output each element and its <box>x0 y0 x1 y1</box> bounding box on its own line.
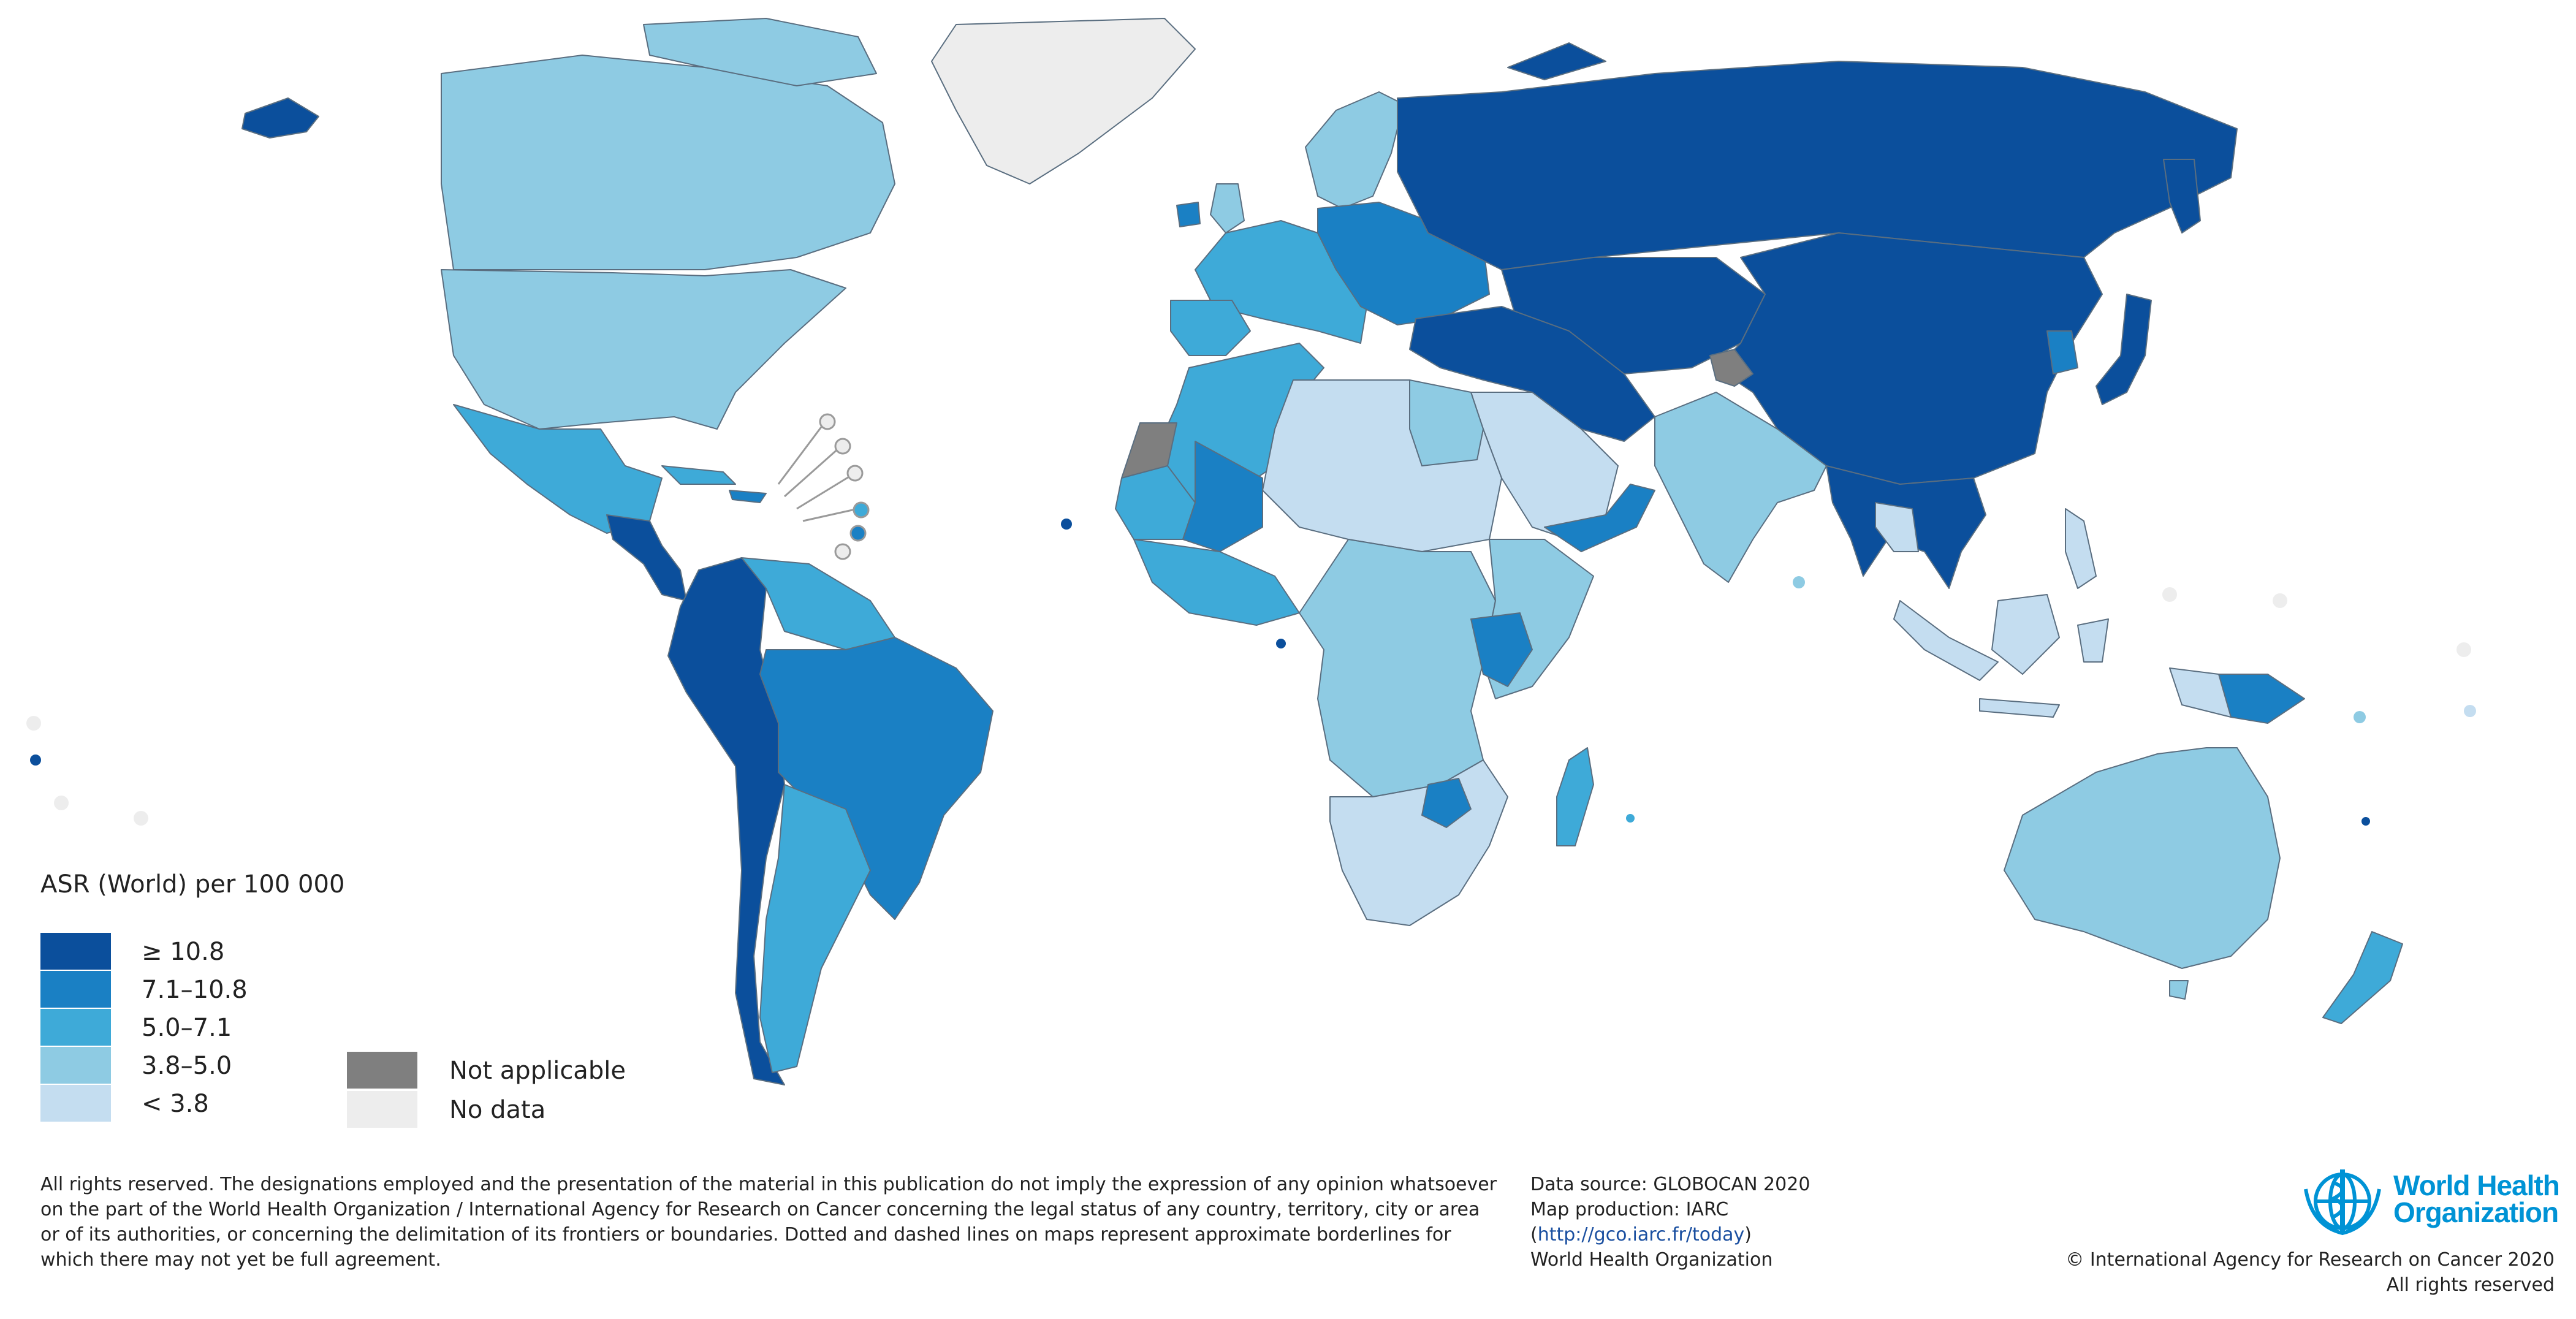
island-hawaii <box>30 755 41 766</box>
source-org: World Health Organization <box>1530 1249 1773 1271</box>
caribbean-callouts <box>777 413 870 560</box>
region-madagascar <box>1556 747 1594 846</box>
island-solomon <box>2361 817 2370 826</box>
copyright-line1: © International Agency for Research on C… <box>2065 1249 2555 1271</box>
legend-label-class-3: 5.0–7.1 <box>142 1014 232 1042</box>
who-logo-line2: Organization <box>2393 1196 2559 1228</box>
legend-swatch-class-5 <box>40 1085 111 1122</box>
copyright-block: © International Agency for Research on C… <box>2065 1247 2555 1298</box>
map-production: Map production: IARC <box>1530 1199 1729 1220</box>
region-scandinavia <box>1305 91 1404 209</box>
island-pacific-5 <box>134 811 148 826</box>
region-greenland <box>931 18 1196 184</box>
source-url-link[interactable]: http://gco.iarc.fr/today <box>1537 1224 1745 1245</box>
island-pacific-6 <box>26 716 41 731</box>
region-australia <box>2004 747 2281 969</box>
island-sri-lanka <box>1793 576 1805 588</box>
region-sulawesi <box>2077 618 2109 663</box>
who-logo-text: World Health Organization <box>2393 1169 2560 1228</box>
region-ireland <box>1176 202 1201 227</box>
region-kenya <box>1470 612 1533 687</box>
who-emblem-icon <box>2304 1169 2381 1236</box>
legend-label-class-2: 7.1–10.8 <box>142 976 248 1004</box>
region-java <box>1979 698 2060 718</box>
region-canada <box>441 55 895 270</box>
region-uk <box>1210 183 1245 234</box>
source-url-line: (http://gco.iarc.fr/today) <box>1530 1224 1752 1245</box>
legend-label-class-1: ≥ 10.8 <box>142 938 225 966</box>
region-indonesia <box>1893 600 1999 681</box>
island-fiji <box>2464 705 2476 717</box>
legend-label-no-data: No data <box>449 1096 546 1124</box>
region-india <box>1654 392 1827 583</box>
region-west-africa <box>1133 539 1300 626</box>
island-pacific-3 <box>2273 593 2287 608</box>
island-pacific-2 <box>2456 642 2471 657</box>
region-egypt <box>1409 379 1484 466</box>
legend-swatch-class-1 <box>40 933 111 970</box>
source-block: Data source: GLOBOCAN 2020 Map productio… <box>1530 1172 1810 1272</box>
region-borneo <box>1991 594 2060 675</box>
legend-swatch-class-4 <box>40 1047 111 1084</box>
region-oman-yemen <box>1544 484 1655 552</box>
region-philippines <box>2065 508 2097 589</box>
region-caribbean-east <box>729 490 767 503</box>
disclaimer-text: All rights reserved. The designations em… <box>40 1174 1497 1271</box>
island-cape-verde <box>1061 519 1072 530</box>
region-new-zealand <box>2322 931 2403 1024</box>
region-tasmania <box>2169 980 2189 1000</box>
island-pacific-4 <box>54 796 69 810</box>
island-sao-tome <box>1276 639 1286 648</box>
region-russia-arctic <box>1507 42 1606 80</box>
legend-swatch-class-2 <box>40 971 111 1008</box>
region-korea <box>2046 330 2078 374</box>
region-papua-new-guinea <box>2218 674 2305 724</box>
legend-swatch-no-data <box>347 1091 417 1128</box>
region-zimbabwe <box>1421 778 1472 828</box>
who-logo-line1: World Health <box>2393 1169 2560 1201</box>
region-japan <box>2095 294 2152 405</box>
legend-label-not-applicable: Not applicable <box>449 1057 626 1085</box>
island-mauritius <box>1626 814 1635 823</box>
legend-title: ASR (World) per 100 000 <box>40 870 345 899</box>
region-central-africa <box>1299 539 1496 797</box>
legend-label-class-4: 3.8–5.0 <box>142 1052 232 1080</box>
region-caribbean <box>661 465 736 485</box>
region-central-america <box>606 514 687 601</box>
copyright-line2: All rights reserved <box>2386 1274 2555 1296</box>
legend-label-class-5: < 3.8 <box>142 1090 209 1118</box>
region-kashmir <box>1709 349 1753 387</box>
region-canada-arctic <box>643 18 877 86</box>
region-brazil <box>759 637 994 920</box>
region-iberia <box>1170 300 1251 356</box>
region-argentina <box>759 784 871 1073</box>
data-source: Data source: GLOBOCAN 2020 <box>1530 1174 1810 1195</box>
legend-swatch-not-applicable <box>347 1052 417 1089</box>
island-vanuatu <box>2354 711 2366 723</box>
region-alaska <box>241 97 319 139</box>
region-middle-east <box>1409 306 1655 442</box>
region-united-states <box>441 269 846 430</box>
region-new-guinea-west <box>2169 667 2232 718</box>
region-kamchatka <box>2163 159 2201 234</box>
legend-swatch-class-3 <box>40 1009 111 1046</box>
island-pacific-1 <box>2162 587 2177 602</box>
region-thailand <box>1875 502 1919 552</box>
